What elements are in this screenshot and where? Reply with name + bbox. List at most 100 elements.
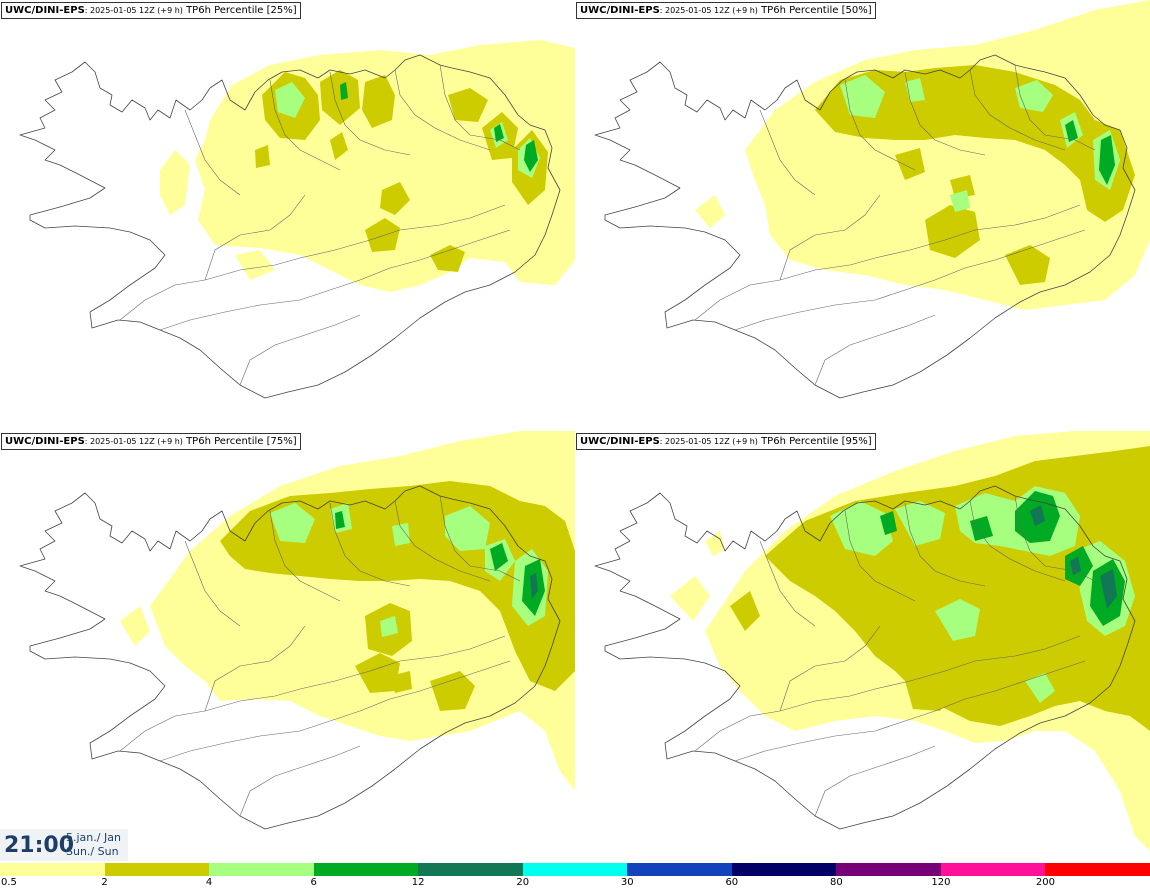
- precip-area: [1025, 673, 1055, 703]
- valid-time-box: 21:00 5.jan./ Jan Sun./ Sun: [0, 829, 128, 861]
- precip-area: [160, 150, 190, 215]
- colorbar-label: 6: [310, 877, 317, 888]
- precip-map: [19, 40, 575, 399]
- precip-area: [950, 190, 970, 212]
- precip-area: [430, 671, 475, 711]
- precip-area: [895, 501, 945, 546]
- boundary-line: [119, 257, 301, 321]
- boundary-line: [269, 510, 341, 602]
- coastline: [594, 485, 1136, 830]
- parameter-label: TP6h Percentile [25%]: [182, 5, 297, 16]
- precip-area: [490, 543, 508, 571]
- run-info: : 2025-01-05 12Z (+9 h): [84, 437, 183, 446]
- boundary-line: [734, 710, 936, 762]
- precip-map: [594, 0, 1150, 399]
- boundary-line: [874, 204, 1081, 259]
- boundary-line: [759, 540, 816, 627]
- boundary-line: [1014, 64, 1096, 151]
- precip-area: [925, 205, 980, 258]
- run-info: : 2025-01-05 12Z (+9 h): [659, 6, 758, 15]
- map-panel-p75: UWC/DINI-EPS: 2025-01-05 12Z (+9 h) TP6h…: [0, 431, 575, 862]
- boundary-line: [239, 314, 361, 386]
- boundary-line: [969, 500, 1066, 582]
- boundary-line: [734, 279, 936, 331]
- precip-area: [380, 182, 410, 215]
- run-info: : 2025-01-05 12Z (+9 h): [659, 437, 758, 446]
- precip-area: [1015, 80, 1053, 112]
- colorbar-label: 12: [411, 877, 425, 888]
- colorbar-label: 2: [101, 877, 108, 888]
- model-name: UWC/DINI-EPS: [580, 436, 660, 447]
- precip-area: [445, 506, 490, 551]
- coastline: [594, 54, 1136, 399]
- precip-area: [365, 218, 400, 252]
- panel-title: UWC/DINI-EPS: 2025-01-05 12Z (+9 h) TP6h…: [1, 2, 301, 19]
- colorbar-segment: [1045, 863, 1150, 876]
- precip-area: [880, 511, 897, 535]
- model-name: UWC/DINI-EPS: [5, 5, 85, 16]
- colorbar-segment: [313, 863, 419, 876]
- precip-area: [390, 671, 412, 693]
- colorbar-segment: [836, 863, 941, 876]
- boundary-line: [269, 79, 341, 171]
- precip-area: [1065, 120, 1078, 142]
- precip-area: [695, 195, 725, 228]
- colorbar-segment: [522, 863, 628, 876]
- coastline: [19, 485, 561, 830]
- boundary-line: [184, 109, 241, 196]
- boundary-line: [359, 660, 511, 712]
- colorbar-label: 120: [931, 877, 951, 888]
- colorbar-segment: [104, 863, 210, 876]
- boundary-line: [934, 229, 1086, 281]
- colorbar-label: 60: [725, 877, 739, 888]
- precip-area: [1099, 135, 1115, 185]
- parameter-label: TP6h Percentile [75%]: [182, 436, 297, 447]
- precip-area: [210, 663, 255, 699]
- precip-area: [392, 523, 410, 546]
- precip-area: [335, 511, 345, 529]
- precip-map: [594, 431, 1150, 851]
- boundary-line: [439, 495, 521, 582]
- colorbar-segment: [627, 863, 732, 876]
- precip-area: [895, 148, 925, 180]
- boundary-line: [204, 625, 306, 712]
- coastline: [19, 54, 561, 399]
- colorbar-segment: [731, 863, 837, 876]
- precip-area: [340, 82, 348, 100]
- boundary-line: [904, 71, 986, 156]
- precip-area: [530, 573, 538, 599]
- map-panel-p25: UWC/DINI-EPS: 2025-01-05 12Z (+9 h) TP6h…: [0, 0, 575, 431]
- precip-area: [380, 616, 398, 637]
- model-name: UWC/DINI-EPS: [580, 5, 660, 16]
- boundary-line: [359, 229, 511, 281]
- model-name: UWC/DINI-EPS: [5, 436, 85, 447]
- boundary-line: [814, 314, 936, 386]
- map-panel-p50: UWC/DINI-EPS: 2025-01-05 12Z (+9 h) TP6h…: [575, 0, 1150, 431]
- precip-area: [1100, 569, 1117, 609]
- colorbar-label: 30: [620, 877, 634, 888]
- precip-area: [448, 88, 488, 122]
- colorbar-label: 200: [1035, 877, 1055, 888]
- map-panel-p95: UWC/DINI-EPS: 2025-01-05 12Z (+9 h) TP6h…: [575, 431, 1150, 862]
- boundary-line: [329, 502, 411, 587]
- precip-area: [275, 82, 305, 118]
- precip-area: [430, 245, 465, 272]
- precip-area: [255, 145, 270, 168]
- boundary-line: [969, 69, 1066, 151]
- boundary-line: [299, 204, 506, 259]
- panel-title: UWC/DINI-EPS: 2025-01-05 12Z (+9 h) TP6h…: [1, 433, 301, 450]
- boundary-line: [759, 109, 816, 196]
- precip-area: [355, 653, 400, 693]
- precip-area: [970, 516, 993, 541]
- boundary-line: [779, 194, 881, 281]
- precip-area: [730, 591, 760, 631]
- boundary-line: [814, 745, 936, 817]
- precip-area: [840, 75, 885, 118]
- precip-area: [745, 0, 1150, 310]
- precip-area: [815, 65, 1135, 222]
- boundary-line: [779, 625, 881, 712]
- colorbar-label: 0.5: [1, 877, 17, 888]
- precip-area: [950, 175, 975, 198]
- precip-area: [1030, 505, 1045, 526]
- precip-map: [19, 431, 575, 830]
